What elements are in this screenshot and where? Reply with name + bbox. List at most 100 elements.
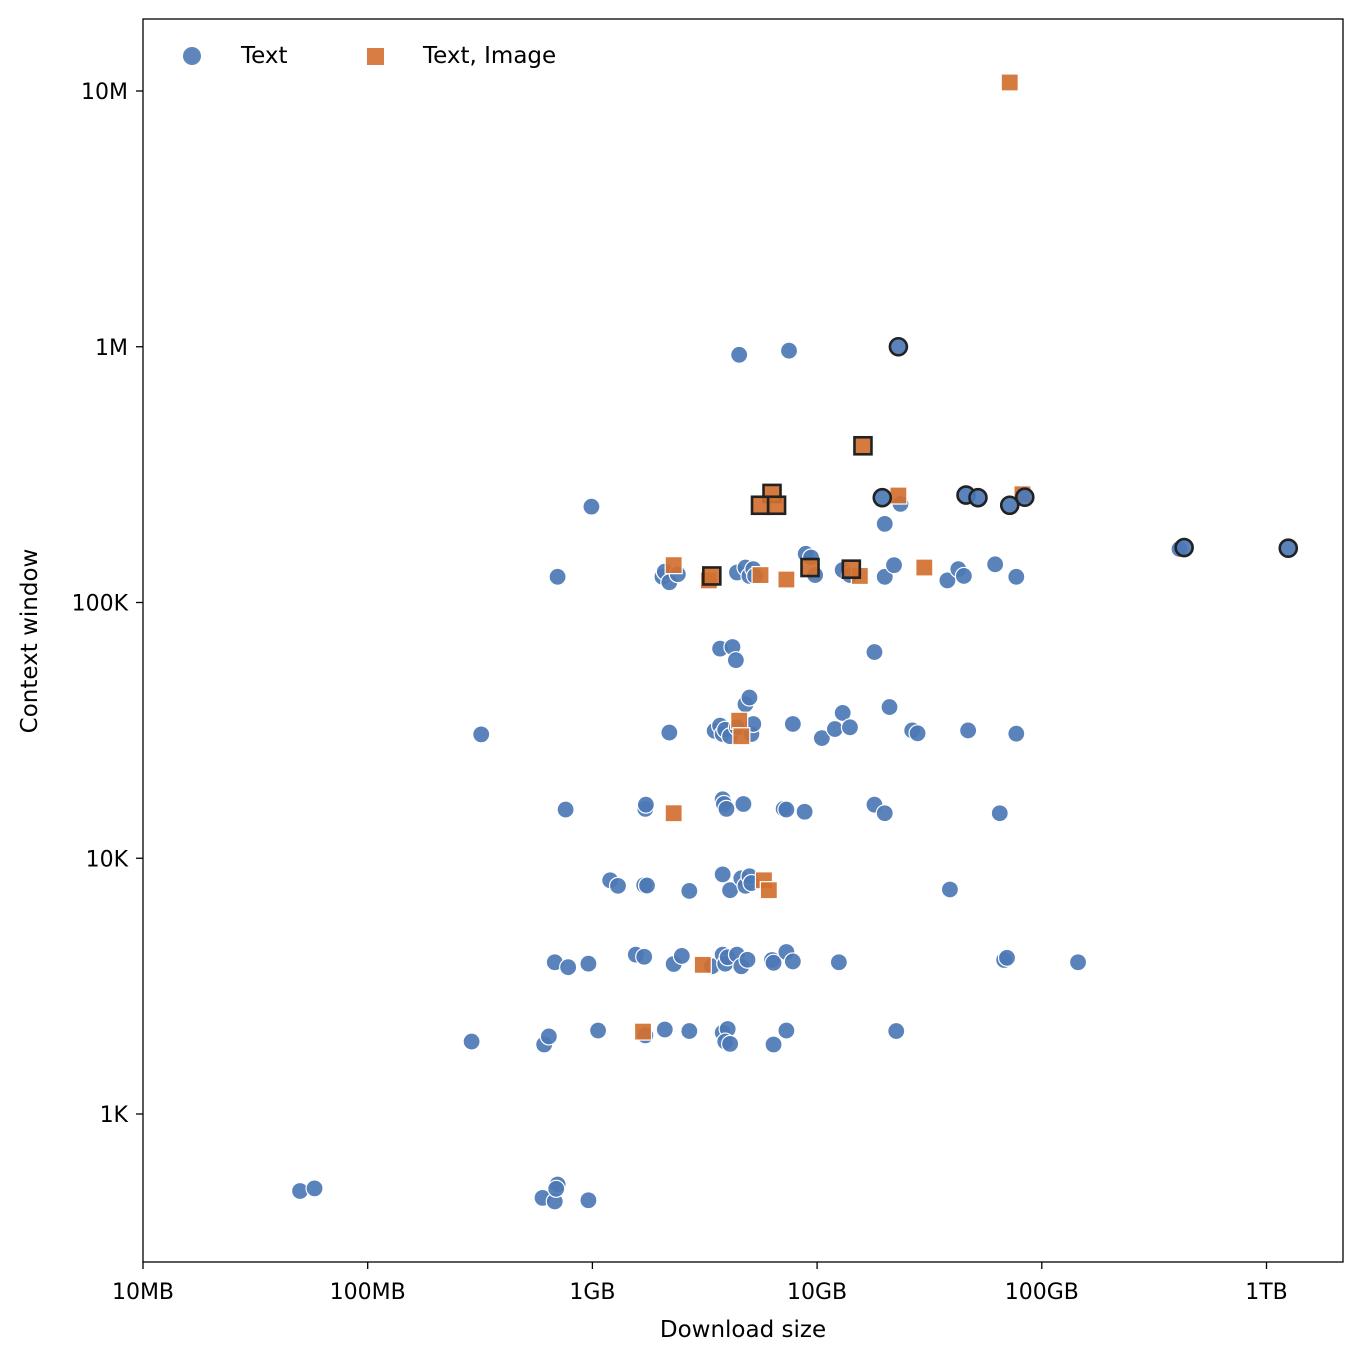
text-point	[548, 567, 567, 586]
text-point	[986, 555, 1005, 574]
text-point-highlighted	[1174, 537, 1194, 558]
text-point	[840, 718, 860, 737]
text-point	[875, 804, 894, 823]
text-point	[990, 804, 1009, 823]
text-point	[680, 881, 699, 901]
text-point	[672, 946, 691, 966]
text-point	[825, 719, 844, 739]
text-point	[740, 688, 759, 707]
text-point	[1007, 724, 1026, 743]
text-point	[959, 721, 978, 740]
text-point	[833, 703, 852, 723]
x-axis: 10MB 100MB 1GB 10GB 100GB 1TB	[112, 1262, 1288, 1305]
text-point	[887, 1021, 906, 1041]
text-point	[559, 958, 578, 977]
text-point	[783, 714, 802, 734]
y-axis: 1K 10K 100K 1M 10M	[72, 80, 143, 1128]
text-point-highlighted	[872, 487, 893, 508]
text-point	[556, 800, 575, 819]
text-point-highlighted	[999, 495, 1020, 516]
text-point	[582, 497, 601, 516]
text-point	[462, 1032, 481, 1051]
y-tick-label: 10K	[86, 847, 129, 872]
text-point	[636, 795, 655, 814]
text-point	[779, 341, 799, 360]
text-point	[717, 799, 736, 818]
text-point	[795, 802, 814, 821]
x-tick-label: 10GB	[787, 1280, 847, 1305]
text-point-highlighted	[1278, 538, 1299, 559]
text-point	[734, 794, 753, 814]
plot-frame	[142, 18, 1344, 1263]
text-point	[884, 556, 904, 575]
text-image-point	[915, 558, 934, 577]
text-image-point	[693, 955, 712, 974]
text-image-point	[664, 804, 683, 823]
text-image-point	[1000, 73, 1019, 92]
text-image-point	[751, 565, 770, 585]
data-marks	[290, 73, 1299, 1211]
text-point	[880, 697, 899, 717]
text-point	[588, 1021, 608, 1040]
y-axis-title: Context window	[17, 549, 43, 734]
text-image-point	[730, 711, 749, 730]
legend: Text Text, Image	[183, 43, 556, 69]
text-point	[726, 651, 745, 670]
text-point	[865, 642, 884, 662]
y-tick-label: 100K	[72, 592, 129, 617]
text-point	[579, 954, 598, 973]
text-point	[539, 1027, 558, 1046]
text-image-point	[633, 1022, 653, 1041]
text-point	[829, 953, 848, 972]
text-point	[777, 1021, 796, 1040]
text-point	[738, 950, 757, 969]
text-point	[608, 876, 628, 895]
text-point	[938, 571, 957, 590]
text-image-point-highlighted	[766, 495, 787, 516]
text-point	[680, 1021, 699, 1041]
text-point	[997, 948, 1017, 967]
text-point	[812, 728, 831, 748]
text-image-point-highlighted	[800, 557, 820, 578]
text-image-point	[889, 486, 908, 505]
text-point	[655, 1020, 674, 1039]
legend-label-text-image: Text, Image	[422, 43, 556, 69]
text-point	[764, 1035, 783, 1054]
x-tick-label: 100MB	[330, 1280, 406, 1305]
text-point	[579, 1191, 598, 1210]
text-image-point-highlighted	[750, 495, 771, 516]
x-tick-label: 10MB	[112, 1280, 174, 1305]
text-point	[637, 876, 657, 895]
text-point	[305, 1179, 324, 1198]
text-image-point	[759, 881, 778, 900]
x-tick-label: 100GB	[1005, 1280, 1079, 1305]
text-image-point	[732, 727, 751, 746]
text-point	[720, 1034, 740, 1053]
text-image-point	[777, 570, 796, 589]
y-tick-label: 1K	[100, 1103, 129, 1128]
text-point	[547, 1179, 566, 1198]
text-point	[764, 953, 783, 972]
text-point-highlighted	[1014, 487, 1035, 508]
text-image-point-highlighted	[702, 566, 722, 586]
text-image-point-highlighted	[853, 435, 873, 456]
text-point	[730, 345, 749, 364]
text-point	[635, 947, 654, 966]
text-image-point-highlighted	[841, 559, 862, 579]
x-tick-label: 1GB	[569, 1280, 615, 1305]
x-tick-label: 1TB	[1245, 1280, 1288, 1305]
legend-marker-text-image	[367, 48, 384, 65]
text-point	[875, 514, 894, 533]
text-point	[954, 566, 973, 586]
text-point	[777, 800, 796, 819]
legend-label-text: Text	[240, 43, 288, 69]
text-point	[660, 723, 679, 742]
text-image-point	[664, 556, 683, 575]
x-axis-title: Download size	[660, 1317, 826, 1343]
y-tick-label: 10M	[81, 80, 128, 105]
text-point	[1068, 953, 1088, 972]
y-tick-label: 1M	[95, 336, 128, 361]
text-point-highlighted	[888, 336, 909, 357]
text-point-highlighted	[968, 487, 988, 508]
